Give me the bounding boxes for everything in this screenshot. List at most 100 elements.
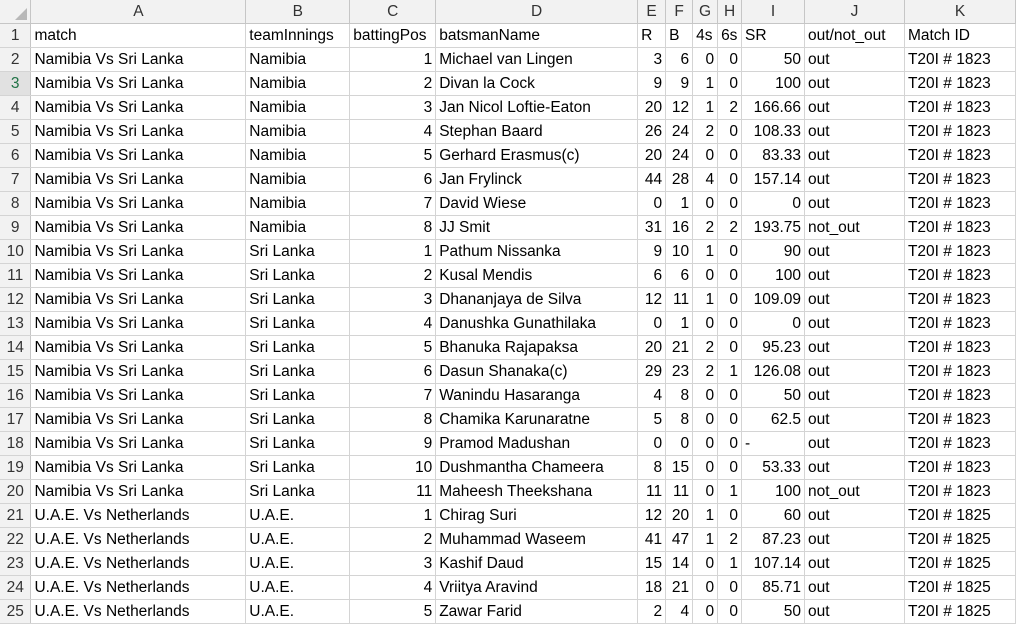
cell-h3[interactable]: 0 (717, 71, 743, 96)
cell-i7[interactable]: 157.14 (741, 167, 806, 192)
cell-e11[interactable]: 6 (637, 263, 667, 288)
cell-i11[interactable]: 100 (741, 263, 806, 288)
row-header[interactable]: 1 (0, 23, 32, 48)
cell-a18[interactable]: Namibia Vs Sri Lanka (30, 431, 247, 456)
row-header[interactable]: 10 (0, 239, 32, 264)
cell-i23[interactable]: 107.14 (741, 551, 806, 576)
cell-g5[interactable]: 2 (692, 119, 719, 144)
cell-f2[interactable]: 6 (665, 47, 694, 72)
cell-a19[interactable]: Namibia Vs Sri Lanka (30, 455, 247, 480)
cell-b18[interactable]: Sri Lanka (245, 431, 351, 456)
cell-j21[interactable]: out (804, 503, 905, 528)
cell-k19[interactable]: T20I # 1823 (904, 455, 1016, 480)
cell-e22[interactable]: 41 (637, 527, 667, 552)
cell-f22[interactable]: 47 (665, 527, 694, 552)
cell-b5[interactable]: Namibia (245, 119, 351, 144)
cell-d2[interactable]: Michael van Lingen (435, 47, 639, 72)
cell-c16[interactable]: 7 (349, 383, 437, 408)
cell-k25[interactable]: T20I # 1825 (904, 599, 1016, 624)
cell-a7[interactable]: Namibia Vs Sri Lanka (30, 167, 247, 192)
cell-c5[interactable]: 4 (349, 119, 437, 144)
cell-b10[interactable]: Sri Lanka (245, 239, 351, 264)
cell-j2[interactable]: out (804, 47, 905, 72)
cell-f9[interactable]: 16 (665, 215, 694, 240)
cell-k9[interactable]: T20I # 1823 (904, 215, 1016, 240)
cell-e14[interactable]: 20 (637, 335, 667, 360)
cell-k8[interactable]: T20I # 1823 (904, 191, 1016, 216)
cell-e20[interactable]: 11 (637, 479, 667, 504)
cell-e1[interactable]: R (637, 23, 667, 48)
cell-i2[interactable]: 50 (741, 47, 806, 72)
row-header[interactable]: 20 (0, 479, 32, 504)
cell-a20[interactable]: Namibia Vs Sri Lanka (30, 479, 247, 504)
cell-h17[interactable]: 0 (717, 407, 743, 432)
row-header[interactable]: 5 (0, 119, 32, 144)
cell-f24[interactable]: 21 (665, 575, 694, 600)
cell-d22[interactable]: Muhammad Waseem (435, 527, 639, 552)
cell-f18[interactable]: 0 (665, 431, 694, 456)
cell-c13[interactable]: 4 (349, 311, 437, 336)
column-header-k[interactable]: K (904, 0, 1016, 24)
cell-f14[interactable]: 21 (665, 335, 694, 360)
cell-f16[interactable]: 8 (665, 383, 694, 408)
cell-b14[interactable]: Sri Lanka (245, 335, 351, 360)
cell-a1[interactable]: match (30, 23, 247, 48)
column-header-h[interactable]: H (717, 0, 743, 24)
cell-f19[interactable]: 15 (665, 455, 694, 480)
cell-d12[interactable]: Dhananjaya de Silva (435, 287, 639, 312)
row-header[interactable]: 6 (0, 143, 32, 168)
cell-h18[interactable]: 0 (717, 431, 743, 456)
cell-j13[interactable]: out (804, 311, 905, 336)
cell-j16[interactable]: out (804, 383, 905, 408)
cell-f17[interactable]: 8 (665, 407, 694, 432)
cell-k17[interactable]: T20I # 1823 (904, 407, 1016, 432)
row-header[interactable]: 2 (0, 47, 32, 72)
cell-f5[interactable]: 24 (665, 119, 694, 144)
column-header-b[interactable]: B (245, 0, 351, 24)
row-header[interactable]: 3 (0, 71, 32, 96)
cell-g23[interactable]: 0 (692, 551, 719, 576)
cell-d19[interactable]: Dushmantha Chameera (435, 455, 639, 480)
cell-h5[interactable]: 0 (717, 119, 743, 144)
cell-f21[interactable]: 20 (665, 503, 694, 528)
column-header-d[interactable]: D (435, 0, 639, 24)
cell-b19[interactable]: Sri Lanka (245, 455, 351, 480)
cell-f23[interactable]: 14 (665, 551, 694, 576)
cell-k10[interactable]: T20I # 1823 (904, 239, 1016, 264)
cell-k23[interactable]: T20I # 1825 (904, 551, 1016, 576)
cell-a4[interactable]: Namibia Vs Sri Lanka (30, 95, 247, 120)
cell-k16[interactable]: T20I # 1823 (904, 383, 1016, 408)
cell-e3[interactable]: 9 (637, 71, 667, 96)
row-header[interactable]: 24 (0, 575, 32, 600)
cell-e4[interactable]: 20 (637, 95, 667, 120)
cell-j17[interactable]: out (804, 407, 905, 432)
cell-i4[interactable]: 166.66 (741, 95, 806, 120)
cell-j10[interactable]: out (804, 239, 905, 264)
cell-h25[interactable]: 0 (717, 599, 743, 624)
column-header-c[interactable]: C (349, 0, 437, 24)
cell-c7[interactable]: 6 (349, 167, 437, 192)
cell-e9[interactable]: 31 (637, 215, 667, 240)
cell-e2[interactable]: 3 (637, 47, 667, 72)
cell-e18[interactable]: 0 (637, 431, 667, 456)
cell-f12[interactable]: 11 (665, 287, 694, 312)
cell-d11[interactable]: Kusal Mendis (435, 263, 639, 288)
cell-j20[interactable]: not_out (804, 479, 905, 504)
cell-c17[interactable]: 8 (349, 407, 437, 432)
cell-a10[interactable]: Namibia Vs Sri Lanka (30, 239, 247, 264)
cell-k18[interactable]: T20I # 1823 (904, 431, 1016, 456)
cell-d15[interactable]: Dasun Shanaka(c) (435, 359, 639, 384)
cell-d20[interactable]: Maheesh Theekshana (435, 479, 639, 504)
cell-j4[interactable]: out (804, 95, 905, 120)
cell-f11[interactable]: 6 (665, 263, 694, 288)
cell-k2[interactable]: T20I # 1823 (904, 47, 1016, 72)
cell-g19[interactable]: 0 (692, 455, 719, 480)
column-header-a[interactable]: A (30, 0, 247, 24)
cell-h19[interactable]: 0 (717, 455, 743, 480)
cell-h9[interactable]: 2 (717, 215, 743, 240)
cell-g12[interactable]: 1 (692, 287, 719, 312)
cell-g20[interactable]: 0 (692, 479, 719, 504)
cell-b17[interactable]: Sri Lanka (245, 407, 351, 432)
cell-a21[interactable]: U.A.E. Vs Netherlands (30, 503, 247, 528)
cell-d21[interactable]: Chirag Suri (435, 503, 639, 528)
